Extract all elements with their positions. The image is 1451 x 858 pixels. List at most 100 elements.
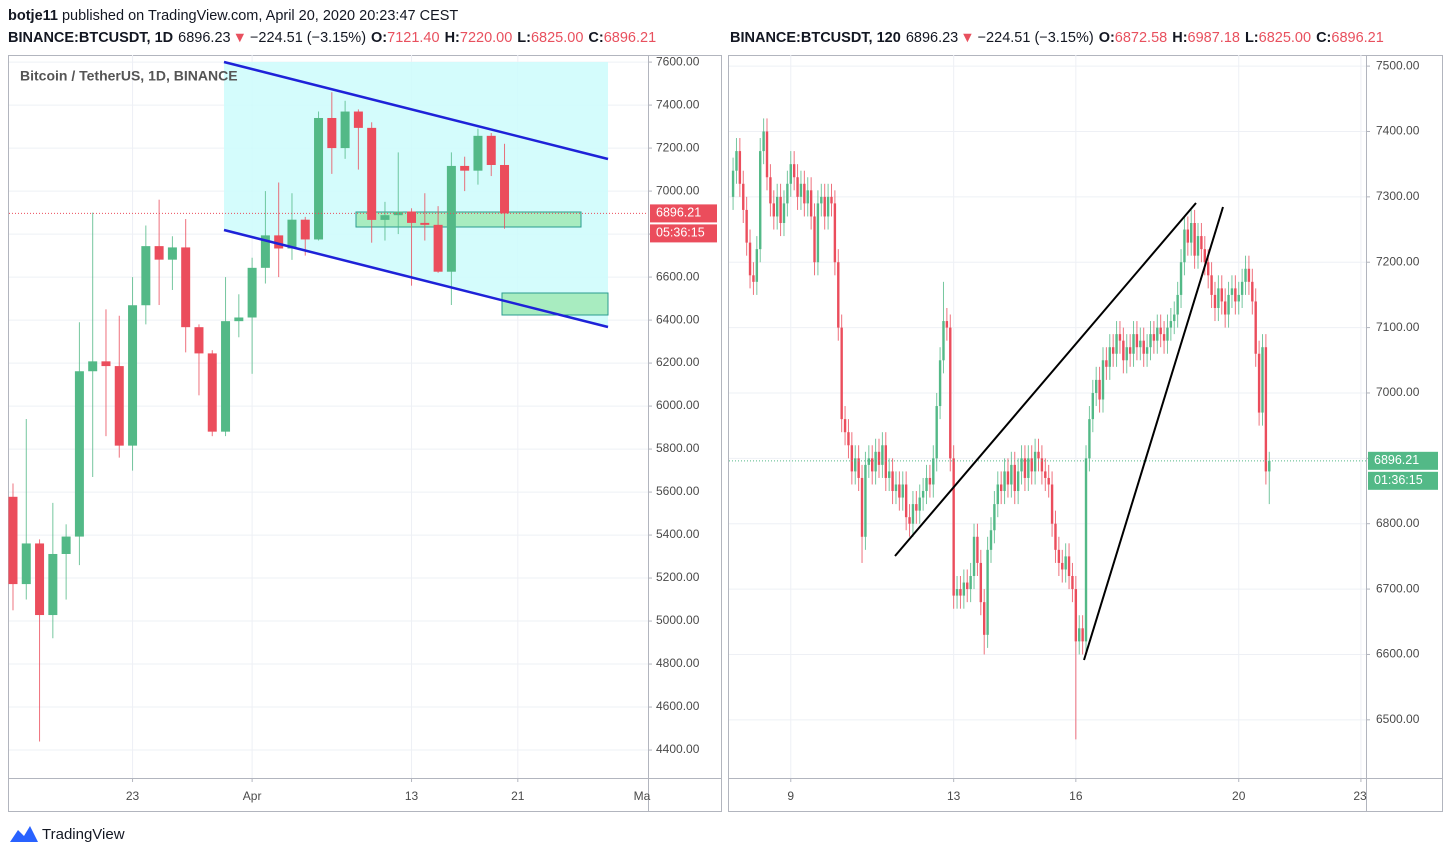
- candle-body: [420, 222, 430, 225]
- ohlc-value: 7121.40: [387, 30, 439, 46]
- publish-line: botje11 published on TradingView.com, Apr…: [8, 8, 458, 24]
- axis: 4400.00 4600.00 4800.00 5000.00 5200.00 5400.…: [126, 54, 717, 803]
- candle-body: [88, 361, 98, 372]
- candle-body: [925, 477, 928, 492]
- candle-body: [1213, 294, 1217, 308]
- candle-body: [962, 582, 966, 596]
- price: 6896.23: [178, 30, 230, 46]
- candle-body: [1061, 562, 1064, 570]
- change: −224.51 (−3.15%): [978, 30, 1094, 46]
- candle-body: [234, 317, 244, 322]
- candle-body: [1057, 549, 1061, 563]
- candle-body: [460, 165, 470, 171]
- x-tick-label: Apr: [243, 789, 262, 803]
- candle-body: [881, 445, 884, 465]
- candle-body: [745, 209, 748, 243]
- y-tick-label: 4600.00: [656, 699, 700, 713]
- candle-body: [966, 582, 969, 590]
- candle-body: [167, 247, 177, 260]
- candle-body: [928, 477, 932, 485]
- candle-body: [1033, 451, 1037, 472]
- published: published on TradingView.com, April 20, …: [62, 8, 458, 24]
- candle-body: [894, 484, 898, 492]
- candle-body: [1003, 471, 1006, 492]
- candle-body: [887, 471, 891, 478]
- candle-body: [762, 131, 765, 152]
- candles: [729, 118, 1366, 740]
- candle-body: [769, 177, 772, 204]
- x-tick-label: 21: [511, 789, 525, 803]
- candle-body: [901, 484, 904, 498]
- candle-body: [935, 406, 938, 459]
- last-price-box: [1368, 451, 1438, 470]
- candle-body: [938, 360, 942, 407]
- candle-body: [837, 262, 840, 328]
- ohlc-key: H:: [1172, 30, 1187, 46]
- candle-body: [1190, 223, 1193, 243]
- candle-body: [1088, 419, 1091, 459]
- candle-body: [789, 164, 792, 184]
- candle-body: [74, 371, 84, 537]
- candle-body: [21, 543, 31, 585]
- ohlc-value: 6896.21: [1331, 30, 1383, 46]
- candle-body: [860, 477, 864, 537]
- candle-body: [207, 353, 217, 432]
- candle-body: [1050, 484, 1054, 524]
- ohlc-value: 7220.00: [460, 30, 512, 46]
- axis: 6500.006600.006700.006800.006900.007000.…: [787, 58, 1438, 803]
- candle-body: [1030, 458, 1033, 472]
- candle-body: [796, 177, 799, 197]
- y-tick-label: 5800.00: [656, 441, 700, 455]
- ohlc-key: O:: [371, 30, 387, 46]
- candle-body: [959, 589, 962, 596]
- ohlc-value: 6825.00: [1259, 30, 1311, 46]
- candle-body: [314, 117, 324, 240]
- y-tick-label: 7200.00: [656, 140, 700, 154]
- candle-body: [1094, 379, 1098, 393]
- symbol: BINANCE:BTCUSDT, 120: [730, 30, 901, 46]
- candle-body: [1220, 288, 1223, 302]
- candle-body: [1237, 294, 1240, 302]
- ohlc-value: 6872.58: [1115, 30, 1167, 46]
- candle-body: [779, 196, 782, 224]
- candle-body: [874, 451, 877, 472]
- candle-body: [955, 589, 959, 596]
- trend-line: [223, 60, 609, 161]
- candle-body: [340, 111, 350, 149]
- candle-body: [1169, 321, 1173, 328]
- candle-body: [932, 458, 935, 485]
- candle-body: [1234, 288, 1237, 302]
- candle-body: [915, 504, 918, 511]
- candle-body: [260, 235, 270, 268]
- candle-body: [101, 361, 111, 367]
- zone-box: [355, 211, 582, 228]
- candle-body: [1264, 347, 1268, 472]
- candle-body: [1244, 268, 1247, 282]
- y-tick-label: 7300.00: [1376, 189, 1420, 203]
- candle-body: [1135, 334, 1139, 348]
- candle-body: [884, 445, 887, 478]
- candle-body: [891, 471, 894, 492]
- ohlc-key: C:: [588, 30, 603, 46]
- candle-body: [1176, 294, 1179, 315]
- change: −224.51 (−3.15%): [250, 30, 366, 46]
- candle-body: [840, 327, 843, 420]
- last-price-label: 6896.21: [1374, 453, 1419, 467]
- y-tick-label: 6600.00: [1376, 647, 1420, 661]
- ohlc-key: C:: [1316, 30, 1331, 46]
- ohlc-value: 6987.18: [1188, 30, 1240, 46]
- candle-body: [904, 484, 908, 518]
- countdown-box: [1368, 471, 1438, 490]
- y-tick-label: 7200.00: [1376, 254, 1420, 268]
- candle-body: [1149, 334, 1152, 348]
- candle-body: [433, 224, 443, 272]
- ohlc-value: 6896.21: [604, 30, 656, 46]
- candle-body: [759, 151, 762, 250]
- candle-body: [945, 321, 949, 328]
- symbol: BINANCE:BTCUSDT, 1D: [8, 30, 173, 46]
- candle-body: [765, 131, 769, 178]
- candle-body: [799, 183, 803, 197]
- countdown-label: 05:36:15: [656, 226, 705, 240]
- y-tick-label: 7100.00: [1376, 320, 1420, 334]
- candle-body: [857, 458, 860, 478]
